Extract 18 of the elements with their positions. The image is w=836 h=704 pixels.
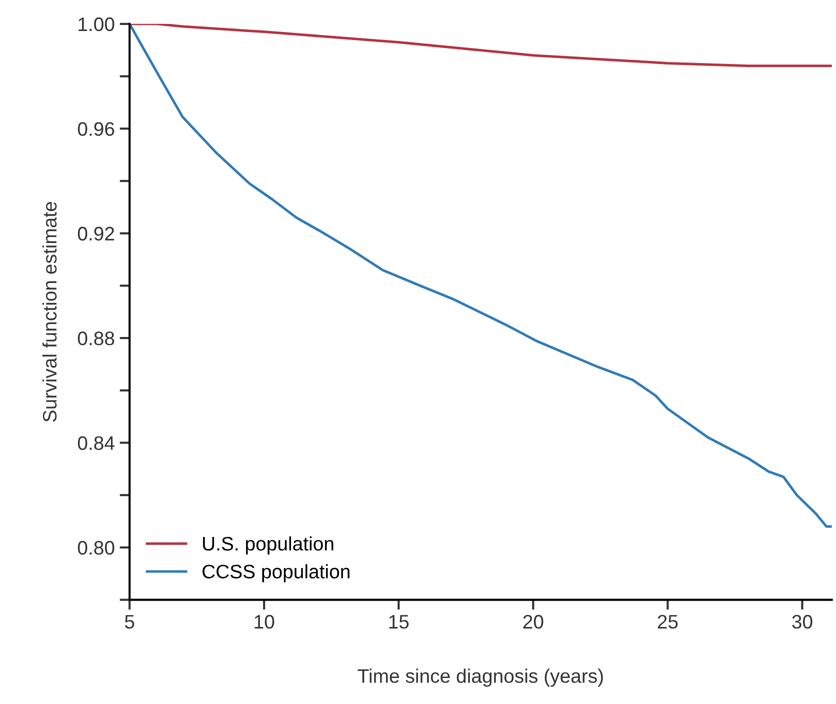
x-tick-label: 10 (254, 614, 274, 629)
x-axis-title: Time since diagnosis (years) (358, 668, 603, 687)
y-tick-label: 0.96 (78, 122, 114, 136)
y-tick-label: 0.84 (78, 436, 114, 450)
line-series (130, 24, 832, 68)
x-tick-label: 30 (792, 614, 812, 629)
legend-label: CCSS population (202, 564, 350, 582)
x-tick-label: 25 (658, 614, 678, 629)
x-tick-label: 5 (124, 615, 134, 629)
legend-label: U.S. population (203, 536, 334, 554)
x-tick-label: 15 (389, 615, 409, 629)
x-tick-label: 20 (523, 614, 544, 629)
y-tick-label: 0.80 (78, 540, 114, 555)
y-tick-label: 1.00 (78, 17, 114, 32)
y-tick-label: 0.92 (78, 226, 114, 241)
line-series (130, 24, 832, 528)
y-tick-label: 0.88 (78, 332, 114, 346)
y-axis-title: Survival function estimate (42, 202, 57, 422)
